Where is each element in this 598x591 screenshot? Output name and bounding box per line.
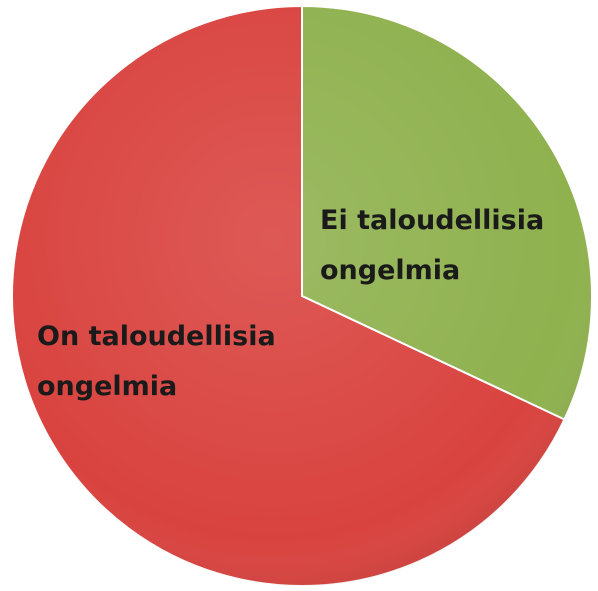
slice-label: Ei taloudellisia ongelmia <box>320 205 545 286</box>
pie <box>11 4 593 587</box>
slice-label: On taloudellisia ongelmia <box>37 321 276 402</box>
